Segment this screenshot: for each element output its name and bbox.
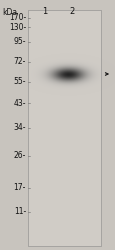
Text: 130-: 130- bbox=[9, 22, 26, 32]
Text: 17-: 17- bbox=[13, 184, 26, 192]
Text: 34-: 34- bbox=[13, 124, 26, 132]
Text: 170-: 170- bbox=[9, 14, 26, 22]
Text: 2: 2 bbox=[69, 7, 74, 16]
Text: kDa: kDa bbox=[2, 8, 17, 17]
Text: 1: 1 bbox=[42, 7, 47, 16]
Text: 72-: 72- bbox=[13, 58, 26, 66]
Text: 11-: 11- bbox=[14, 208, 26, 216]
Text: 43-: 43- bbox=[13, 98, 26, 108]
Bar bbox=[28, 10, 100, 246]
Text: 55-: 55- bbox=[13, 78, 26, 86]
Text: 26-: 26- bbox=[13, 152, 26, 160]
Text: 95-: 95- bbox=[13, 38, 26, 46]
